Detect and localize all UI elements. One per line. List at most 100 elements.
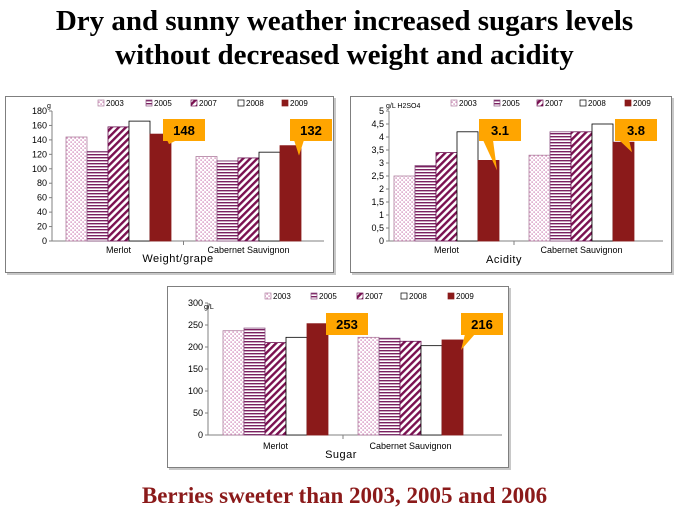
weight-y-tick-label: 140 [32,135,47,145]
sugar-bar-2008-merlot [285,336,308,436]
acidity-y-tick-label: 0,5 [371,223,384,233]
sugar-callout-label: 253 [336,317,358,332]
weight-callout-pointer [294,140,304,156]
sugar-legend-label-2003: 2003 [273,292,291,301]
acidity-chart-panel: 0 0,5 1 1,5 2 2,5 3 3,5 4 4,5 5 g/L H2SO4 Merlot Cabe… [350,96,672,273]
weight-legend-swatch-2008 [237,99,245,107]
sugar-chart-panel: 0 50 100 150 200 250 300 g/L Merlot Cabernet Sauv… [167,286,509,468]
acidity-bar-2007-cabernet [570,131,593,242]
sugar-bar-2003-cabernet [357,336,380,436]
sugar-bar-2003-merlot [222,330,245,436]
slide-title-line-2: without decreased weight and acidity [115,39,574,71]
slide-title-line-1: Dry and sunny weather increased sugars l… [55,5,634,37]
weight-callout-pointer [167,140,177,145]
weight-bar-2008-cabernet [258,151,281,242]
slide-footer: Berries sweeter than 2003, 2005 and 2006 [141,483,548,508]
weight-legend-swatch-2007 [190,99,198,107]
acidity-chart-title: Acidity [486,254,522,266]
acidity-y-tick-label: 4,5 [371,119,384,129]
weight-bar-2009-cabernet [279,145,302,242]
acidity-bar-2007-merlot [435,152,458,242]
acidity-category-label: Cabernet Sauvignon [540,245,622,255]
acidity-legend-label-2008: 2008 [588,99,606,108]
sugar-y-tick-label: 0 [198,430,203,440]
acidity-legend-label-2005: 2005 [502,99,520,108]
weight-y-tick-label: 180 [32,106,47,116]
weight-bar-2003-merlot [65,136,88,242]
sugar-callout-label: 216 [471,317,493,332]
weight-y-tick-label: 40 [37,207,47,217]
acidity-y-tick-label: 0 [379,236,384,246]
acidity-y-tick-label: 3 [379,158,384,168]
sugar-legend-swatch-2008 [400,292,408,300]
sugar-legend-swatch-2003 [264,292,272,300]
sugar-y-tick-label: 200 [188,342,203,352]
sugar-y-tick-label: 250 [188,320,203,330]
acidity-bar-2003-merlot [393,175,416,242]
weight-category-label: Cabernet Sauvignon [207,245,289,255]
sugar-legend-label-2007: 2007 [365,292,383,301]
weight-y-tick-label: 100 [32,164,47,174]
weight-legend-swatch-2009 [281,99,289,107]
sugar-bar-2005-merlot [243,327,266,436]
weight-legend-label-2003: 2003 [106,99,124,108]
weight-callout-label: 148 [173,123,195,138]
acidity-bar-2009-merlot [477,160,500,242]
weight-category-label: Merlot [106,245,132,255]
sugar-y-tick-label: 100 [188,386,203,396]
acidity-bar-2008-merlot [456,131,479,242]
weight-y-tick-label: 120 [32,149,47,159]
sugar-bar-2007-cabernet [399,340,422,436]
acidity-y-tick-label: 4 [379,132,384,142]
sugar-chart: 0 50 100 150 200 250 300 g/L Merlot Cabernet Sauv… [188,292,503,461]
sugar-bar-2009-merlot [306,323,329,436]
weight-legend-label-2005: 2005 [154,99,172,108]
acidity-legend-swatch-2003 [450,99,458,107]
acidity-y-tick-label: 2 [379,184,384,194]
acidity-bar-2008-cabernet [591,123,614,242]
sugar-y-tick-label: 150 [188,364,203,374]
weight-bar-2009-merlot [149,133,172,242]
weight-chart-title: Weight/grape [142,253,213,265]
weight-unit-label: g [47,103,51,110]
acidity-bar-2005-merlot [414,165,437,242]
weight-bar-2008-merlot [128,120,151,242]
acidity-legend-swatch-2007 [536,99,544,107]
weight-y-tick-label: 20 [37,222,47,232]
acidity-bar-2003-cabernet [528,154,551,242]
weight-y-tick-label: 160 [32,120,47,130]
acidity-legend-label-2007: 2007 [545,99,563,108]
acidity-callout-box [615,119,657,141]
sugar-unit-label: g/L [204,304,214,311]
acidity-y-tick-label: 1 [379,210,384,220]
acidity-legend-label-2009: 2009 [633,99,651,108]
weight-callout-label: 132 [300,123,322,138]
weight-callout-box [290,119,332,141]
weight-chart: 0 20 40 60 80 100 120 140 160 180 g Merlot Cabernet … [32,99,332,265]
weight-bar-2005-cabernet [216,160,239,242]
sugar-chart-title: Sugar [325,449,357,461]
weight-legend-swatch-2003 [97,99,105,107]
acidity-callout-box [479,119,521,141]
acidity-y-tick-label: 5 [379,106,384,116]
acidity-category-label: Merlot [434,245,460,255]
acidity-legend-swatch-2009 [624,99,632,107]
sugar-y-tick-label: 50 [193,408,203,418]
acidity-legend-swatch-2008 [579,99,587,107]
weight-legend-swatch-2005 [145,99,153,107]
weight-callout-box [163,119,205,141]
sugar-legend-label-2009: 2009 [456,292,474,301]
sugar-category-label: Cabernet Sauvignon [369,441,451,451]
sugar-legend-label-2005: 2005 [319,292,337,301]
acidity-unit-label: g/L H2SO4 [386,103,420,110]
weight-bar-2007-cabernet [237,157,260,242]
weight-legend-label-2008: 2008 [246,99,264,108]
sugar-bar-2008-cabernet [420,345,443,436]
sugar-callout-box [461,313,503,335]
acidity-y-tick-label: 3,5 [371,145,384,155]
sugar-legend-swatch-2007 [356,292,364,300]
acidity-callout-label: 3.8 [627,123,645,138]
sugar-legend-swatch-2005 [310,292,318,300]
weight-bar-2007-merlot [107,126,130,242]
sugar-y-tick-label: 300 [188,298,203,308]
